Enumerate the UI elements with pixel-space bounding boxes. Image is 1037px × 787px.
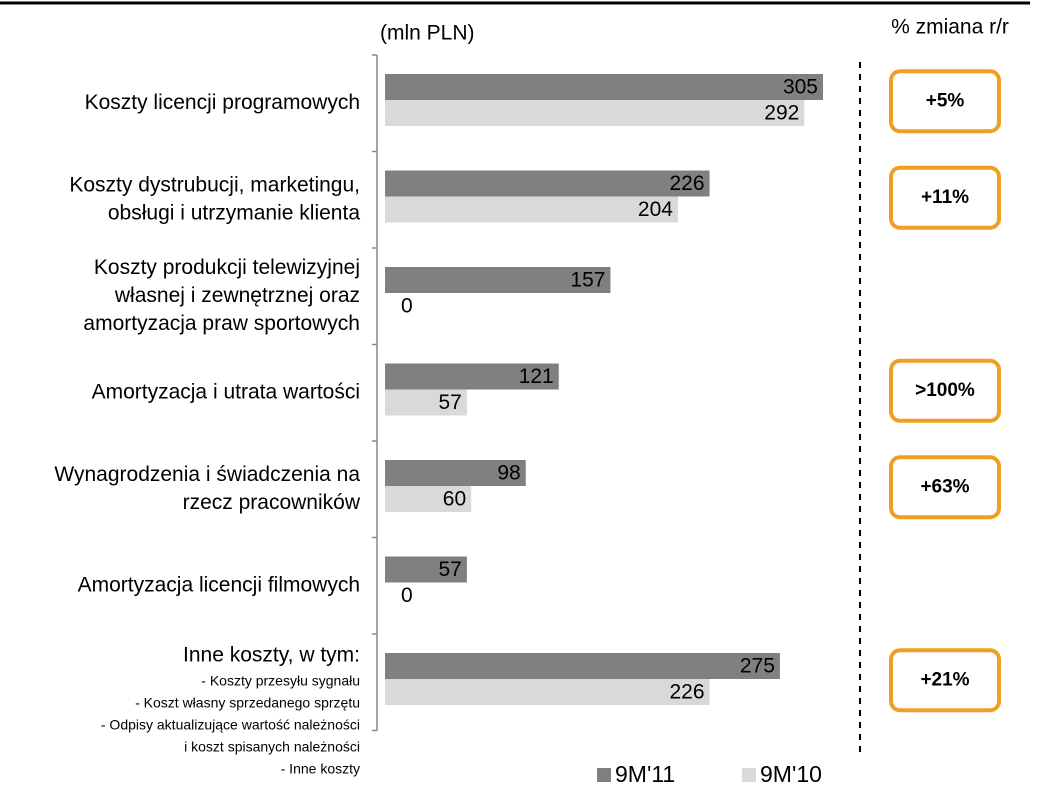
legend-label: 9M'11	[615, 761, 675, 787]
value-label: 98	[497, 462, 520, 485]
legend-swatch	[742, 768, 756, 782]
note: i koszt spisanych należności	[184, 739, 360, 755]
value-label: 157	[570, 269, 605, 292]
value-label: 275	[740, 655, 775, 678]
bar	[385, 653, 780, 679]
bar	[385, 100, 805, 126]
category-label: Koszty produkcji telewizyjnej	[94, 256, 360, 279]
value-label: 226	[670, 172, 705, 195]
note: - Koszty przesyłu sygnału	[201, 673, 360, 689]
value-label: 305	[783, 76, 818, 99]
value-label: 121	[519, 365, 554, 388]
value-label: 204	[638, 198, 673, 221]
value-label: 57	[438, 391, 461, 414]
bar	[385, 74, 823, 100]
bar	[385, 389, 467, 416]
note: - Odpisy aktualizujące wartość należnośc…	[101, 717, 360, 733]
change-label: +11%	[921, 187, 969, 208]
bar	[385, 556, 467, 583]
category-label: Koszty licencji programowych	[85, 91, 360, 114]
bar	[385, 460, 526, 486]
category-label: Amortyzacja licencji filmowych	[78, 573, 360, 596]
bar	[385, 267, 611, 293]
category-label: Wynagrodzenia i świadczenia na	[54, 463, 360, 486]
bar	[385, 486, 472, 512]
value-label: 60	[443, 488, 466, 511]
change-box	[889, 455, 1001, 520]
value-label: 0	[401, 295, 413, 318]
legend-swatch	[597, 768, 611, 782]
category-label: Inne koszty, w tym:	[183, 644, 360, 667]
change-label: >100%	[915, 380, 975, 401]
value-label: 57	[438, 558, 461, 581]
unit-label: (mln PLN)	[380, 22, 475, 45]
value-label: 226	[670, 681, 705, 704]
category-label: Amortyzacja i utrata wartości	[92, 380, 360, 403]
category-label: amortyzacja praw sportowych	[83, 312, 360, 335]
value-label: 0	[401, 584, 413, 607]
note: - Koszt własny sprzedanego sprzętu	[135, 695, 360, 711]
change-header: % zmiana r/r	[891, 16, 1009, 39]
change-box	[889, 648, 1001, 713]
note: - Inne koszty	[281, 761, 360, 777]
change-label: +5%	[926, 90, 965, 111]
change-box	[889, 358, 1001, 423]
legend-label: 9M'10	[760, 761, 822, 787]
value-label: 292	[764, 102, 799, 125]
bar	[385, 170, 710, 197]
change-box	[889, 165, 1001, 230]
bar	[385, 679, 710, 705]
category-label: rzecz pracowników	[183, 491, 361, 514]
change-box	[889, 69, 1001, 134]
change-label: +63%	[920, 476, 969, 497]
change-label: +21%	[920, 669, 969, 690]
bar	[385, 363, 559, 390]
category-label: Koszty dystrubucji, marketingu,	[69, 173, 360, 196]
category-label: obsługi i utrzymanie klienta	[108, 201, 360, 224]
category-label: własnej i zewnętrznej oraz	[114, 284, 360, 307]
bar	[385, 196, 678, 223]
